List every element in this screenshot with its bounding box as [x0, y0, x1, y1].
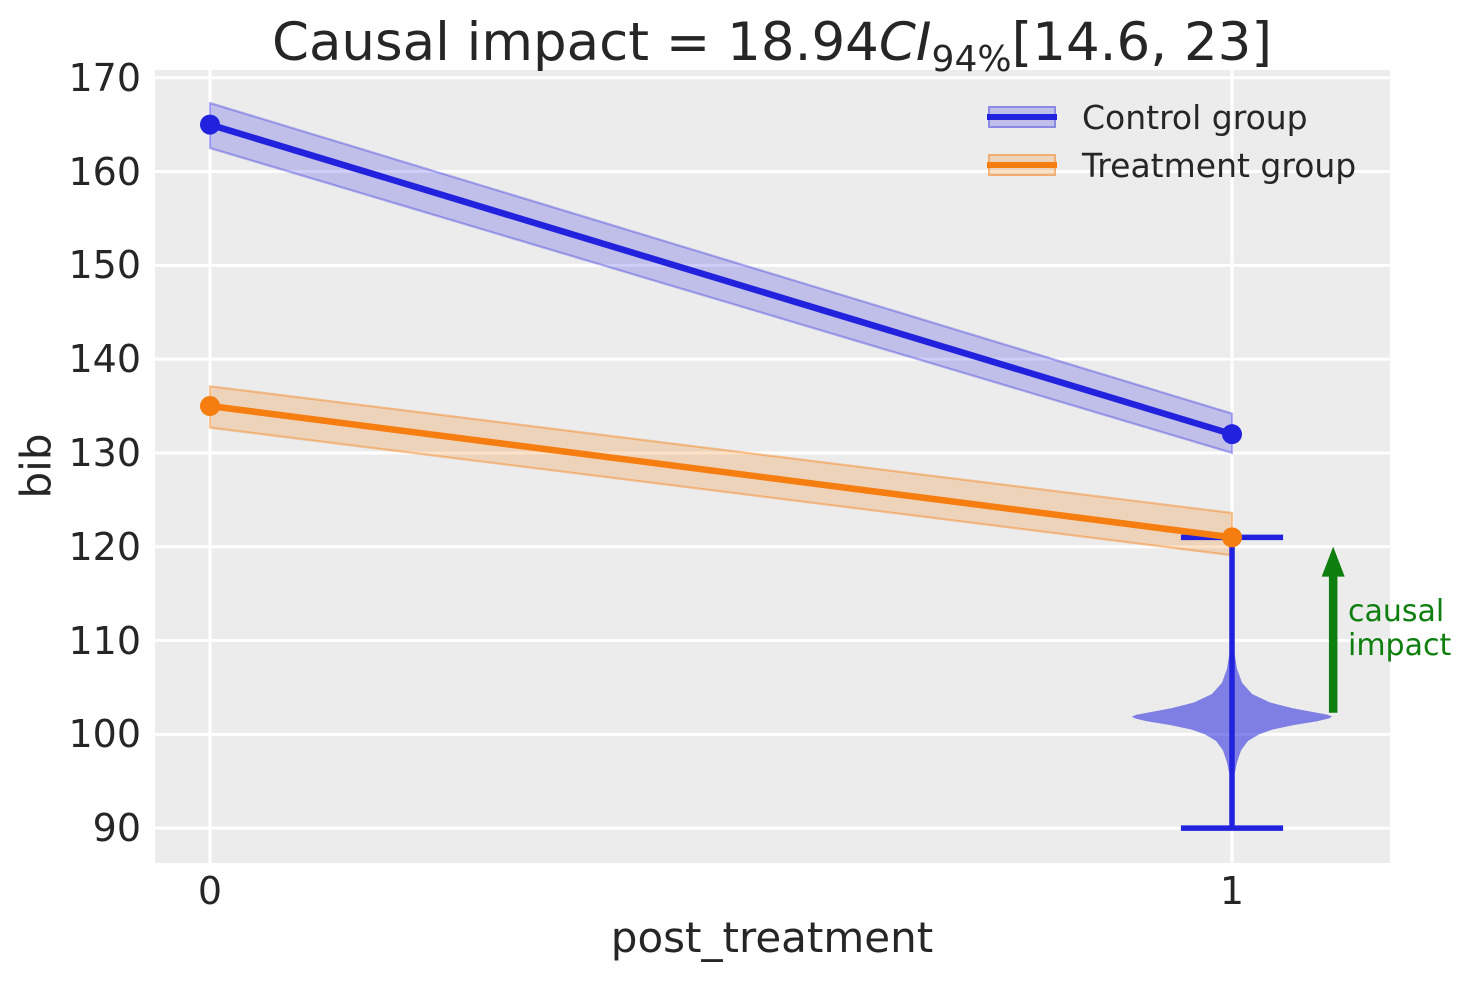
legend-line-treatment: [987, 162, 1057, 168]
title-interval: [14.6, 23]: [1011, 12, 1273, 73]
x-tick-label-0: 0: [197, 869, 223, 913]
plot-background: [155, 70, 1390, 863]
y-tick-label-130: 130: [68, 430, 141, 475]
y-tick-label-90: 90: [92, 806, 141, 851]
chart-title: Causal impact = 18.94CI94%[14.6, 23]: [272, 12, 1272, 91]
legend-swatch-control: [987, 106, 1057, 128]
legend-swatch-treatment: [987, 154, 1057, 176]
causal-impact-annotation-line2: impact: [1348, 628, 1452, 663]
y-tick-label-170: 170: [68, 55, 141, 100]
y-tick-label-160: 160: [68, 149, 141, 194]
legend: Control group Treatment group: [987, 93, 1357, 189]
legend-label-treatment: Treatment group: [1082, 145, 1357, 185]
legend-label-control: Control group: [1082, 97, 1308, 137]
y-tick-label-140: 140: [68, 337, 141, 382]
title-ci-symbol: CI: [878, 12, 932, 73]
legend-line-control: [987, 114, 1057, 120]
y-tick-label-150: 150: [68, 243, 141, 288]
y-tick-label-100: 100: [68, 712, 141, 757]
x-tick-label-1: 1: [1219, 869, 1245, 913]
legend-item-control: Control group: [987, 93, 1356, 141]
legend-item-treatment: Treatment group: [987, 141, 1357, 189]
x-axis-label: post_treatment: [610, 913, 934, 962]
treatment-line: [209, 402, 1233, 541]
causal-impact-annotation-line1: causal: [1348, 594, 1445, 629]
control-point: [200, 114, 220, 135]
control-line: [209, 121, 1233, 438]
causal-impact-arrow-head: [1321, 546, 1345, 577]
y-tick-label-110: 110: [68, 618, 141, 663]
y-axis-label: bib: [11, 433, 61, 499]
treatment-point: [200, 396, 220, 417]
title-ci-subscript: 94%: [931, 39, 1012, 80]
y-tick-label-120: 120: [68, 524, 141, 569]
title-prefix: Causal impact = 18.94: [271, 12, 879, 73]
control-point: [1222, 424, 1242, 445]
causal-impact-annotation: causal impact: [1348, 595, 1451, 663]
treatment-point: [1222, 527, 1242, 548]
